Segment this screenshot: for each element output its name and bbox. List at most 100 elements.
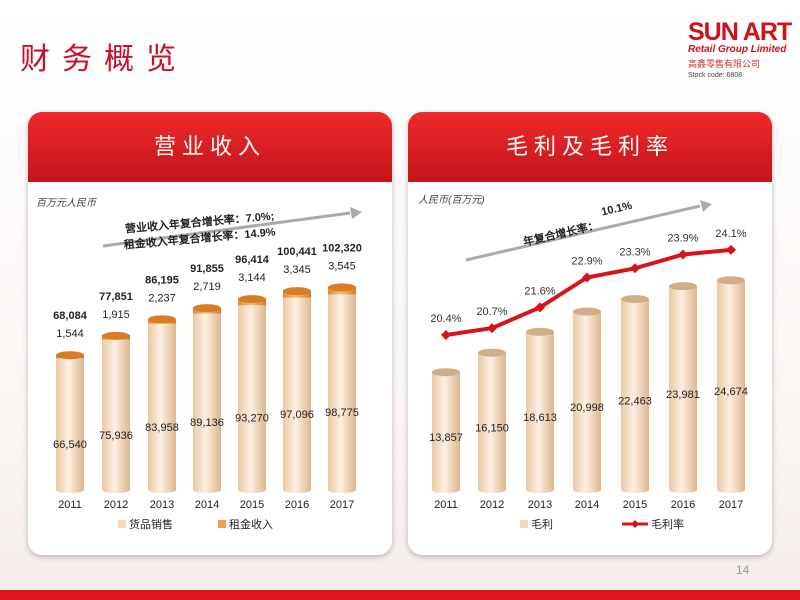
bar-top — [669, 282, 697, 291]
bar-top — [148, 315, 176, 324]
bar-top — [102, 331, 130, 340]
bar-gross-profit-base — [621, 487, 649, 493]
bar-top — [432, 368, 460, 377]
x-tick-label: 2014 — [195, 499, 219, 511]
stock-code: Stock code: 6808 — [688, 72, 743, 79]
bar-gross-profit-base — [669, 487, 697, 493]
legend-margin: 毛利率 — [651, 517, 684, 531]
bar-gross-profit — [573, 311, 601, 490]
value-label-total: 68,084 — [53, 310, 88, 322]
x-tick-label: 2013 — [528, 499, 552, 511]
margin-point — [726, 244, 736, 255]
x-tick-label: 2017 — [330, 499, 354, 511]
bar-top — [717, 276, 745, 285]
value-label-total: 86,195 — [145, 274, 179, 286]
margin-point — [535, 302, 545, 313]
page-number: 14 — [736, 563, 750, 577]
value-label-rent: 3,545 — [328, 260, 356, 272]
unit-label: 百万元人民币 — [36, 197, 98, 209]
x-tick-label: 2011 — [58, 499, 82, 511]
bar-goods-sales-base — [193, 487, 221, 493]
value-label-margin: 22.9% — [571, 256, 602, 268]
x-tick-label: 2012 — [104, 499, 128, 511]
trend-arrow-head — [350, 207, 362, 219]
legend-swatch-goods — [118, 520, 126, 528]
value-label-gross-profit: 13,857 — [429, 432, 463, 444]
margin-point — [630, 263, 640, 274]
bar-gross-profit-base — [717, 487, 745, 493]
value-label-total: 91,855 — [190, 263, 224, 275]
value-label-goods: 93,270 — [235, 413, 269, 425]
value-label-margin: 21.6% — [524, 285, 555, 297]
x-tick-label: 2014 — [575, 499, 599, 511]
value-label-goods: 98,775 — [325, 407, 359, 419]
value-label-gross-profit: 23,981 — [666, 389, 700, 401]
bar-top — [238, 295, 266, 304]
value-label-goods: 97,096 — [280, 409, 314, 421]
value-label-rent: 1,544 — [56, 328, 84, 340]
bar-gross-profit-base — [478, 487, 506, 493]
x-tick-label: 2016 — [285, 499, 309, 511]
bar-goods-sales — [148, 323, 176, 490]
gross-profit-panel-title: 毛利及毛利率 — [408, 112, 772, 182]
value-label-gross-profit: 18,613 — [523, 412, 557, 424]
value-label-gross-profit: 22,463 — [618, 396, 652, 408]
bar-gross-profit-base — [573, 487, 601, 493]
value-label-goods: 89,136 — [190, 417, 224, 429]
value-label-margin: 23.3% — [619, 246, 650, 258]
legend-swatch-rent — [218, 520, 226, 528]
unit-label: 人民币(百万元) — [418, 194, 485, 206]
margin-point — [441, 330, 451, 340]
value-label-margin: 20.7% — [476, 306, 507, 318]
value-label-goods: 66,540 — [53, 439, 87, 451]
bar-top — [328, 283, 356, 292]
value-label-rent: 3,345 — [283, 264, 311, 276]
revenue-panel-title: 营业收入 — [28, 112, 392, 182]
bar-top — [478, 348, 506, 357]
value-label-gross-profit: 16,150 — [475, 422, 509, 434]
bar-top — [283, 287, 311, 296]
value-label-rent: 2,237 — [148, 292, 176, 304]
bar-gross-profit — [717, 280, 745, 490]
bar-goods-sales — [238, 305, 266, 490]
margin-point — [678, 249, 688, 260]
value-label-goods: 75,936 — [99, 430, 133, 442]
bar-top — [193, 304, 221, 313]
cagr-label: 年复合增长率： — [522, 218, 600, 249]
bar-gross-profit — [478, 352, 506, 490]
bar-goods-sales-base — [148, 487, 176, 493]
bar-goods-sales-base — [56, 487, 84, 493]
bar-top — [621, 295, 649, 304]
value-label-total: 77,851 — [99, 291, 133, 303]
bar-goods-sales — [193, 313, 221, 490]
value-label-rent: 2,719 — [193, 281, 221, 293]
bar-top — [526, 327, 554, 336]
trend-arrow — [465, 204, 701, 262]
value-label-total: 96,414 — [235, 254, 270, 266]
x-tick-label: 2013 — [150, 499, 174, 511]
x-tick-label: 2017 — [719, 499, 743, 511]
value-label-margin: 23.9% — [667, 233, 698, 245]
trend-arrow — [102, 211, 351, 248]
legend-gross-profit: 毛利 — [531, 518, 553, 531]
bar-top — [56, 351, 84, 360]
bar-goods-sales-base — [238, 487, 266, 493]
bar-goods-sales — [102, 339, 130, 490]
bar-gross-profit — [669, 286, 697, 490]
page-title: 财务概览 — [20, 42, 188, 77]
logo-sub: Retail Group Limited — [688, 44, 787, 55]
value-label-margin: 24.1% — [715, 228, 746, 240]
margin-point — [582, 272, 592, 283]
trend-arrow-head — [700, 200, 712, 212]
bar-goods-sales — [283, 297, 311, 490]
value-label-total: 100,441 — [277, 246, 317, 258]
x-tick-label: 2012 — [480, 499, 504, 511]
legend-rent: 租金收入 — [229, 517, 273, 531]
value-label-margin: 20.4% — [430, 313, 461, 325]
value-label-gross-profit: 24,674 — [714, 386, 748, 398]
bar-goods-sales-base — [283, 487, 311, 493]
x-tick-label: 2015 — [623, 499, 647, 511]
logo: SUN ART Retail Group Limited 高鑫零售有限公司 St… — [688, 20, 792, 80]
value-label-total: 102,320 — [322, 242, 362, 254]
bar-gross-profit — [432, 372, 460, 490]
